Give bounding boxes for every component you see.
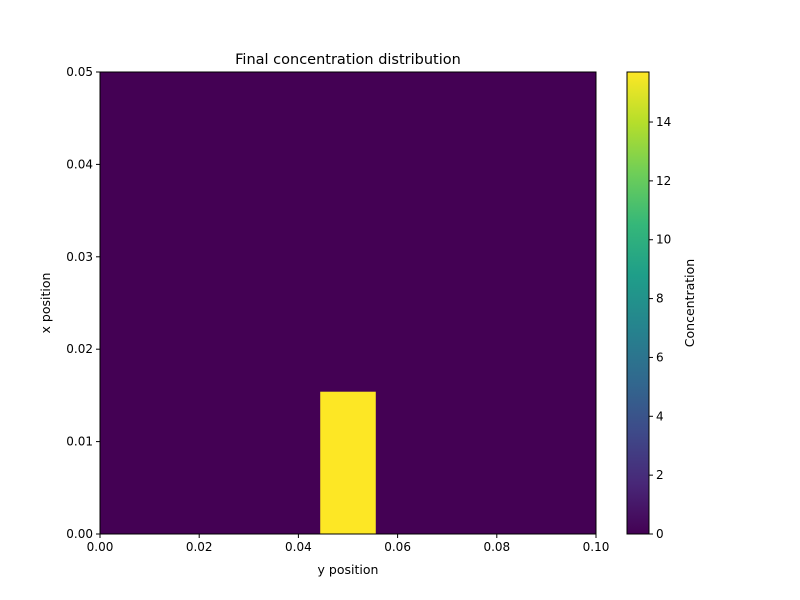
- colorbar-tick-label: 6: [656, 350, 664, 364]
- colorbar-tick-label: 10: [656, 233, 671, 247]
- y-axis-ticks: 0.00 0.01 0.02 0.03 0.04 0.05: [66, 65, 100, 541]
- x-axis-ticks: 0.00 0.02 0.04 0.06 0.08 0.10: [87, 534, 610, 554]
- colorbar-tick-label: 0: [656, 527, 664, 541]
- x-tick-label: 0.00: [87, 540, 114, 554]
- x-tick-label: 0.04: [285, 540, 312, 554]
- x-tick-label: 0.08: [483, 540, 510, 554]
- chart-title: Final concentration distribution: [235, 52, 461, 68]
- colorbar-tick-label: 2: [656, 468, 664, 482]
- y-tick-label: 0.02: [66, 342, 93, 356]
- colorbar: [626, 71, 650, 535]
- colorbar-label: Concentration: [682, 259, 697, 347]
- x-tick-label: 0.06: [384, 540, 411, 554]
- y-axis-label: x position: [38, 273, 53, 334]
- y-tick-label: 0.04: [66, 157, 93, 171]
- colorbar-tick-label: 12: [656, 174, 671, 188]
- colorbar-ticks: 0 2 4 6 8 10 12 14: [649, 115, 671, 541]
- heatmap-cell: [320, 391, 376, 534]
- colorbar-tick-label: 4: [656, 409, 664, 423]
- x-axis-label: y position: [318, 562, 379, 577]
- colorbar-tick-label: 8: [656, 292, 664, 306]
- colorbar-tick-label: 14: [656, 115, 671, 129]
- plot-frame: [99, 71, 597, 535]
- x-tick-label: 0.02: [186, 540, 213, 554]
- heatmap-cells: [320, 391, 376, 534]
- y-tick-label: 0.03: [66, 250, 93, 264]
- x-tick-label: 0.10: [583, 540, 610, 554]
- y-tick-label: 0.01: [66, 435, 93, 449]
- y-tick-label: 0.00: [66, 527, 93, 541]
- y-tick-label: 0.05: [66, 65, 93, 79]
